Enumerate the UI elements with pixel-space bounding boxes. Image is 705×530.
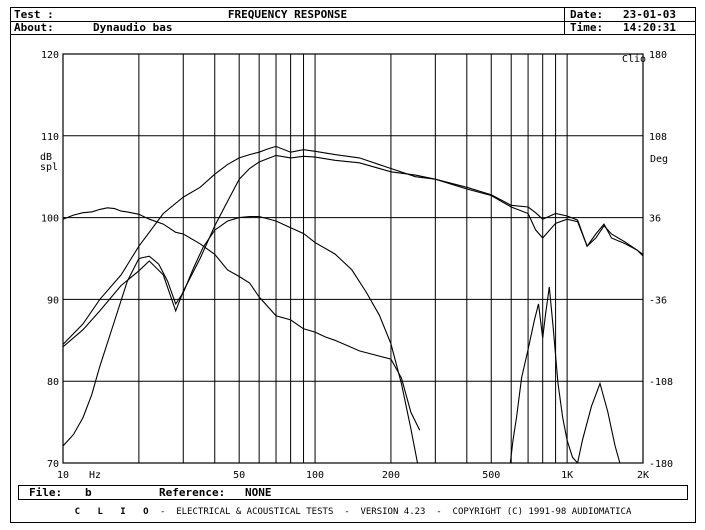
x-tick-label: 10 — [57, 470, 69, 481]
footer: C L I O - ELECTRICAL & ACOUSTICAL TESTS … — [10, 506, 696, 518]
y-tick-label: 120 — [41, 50, 59, 61]
footer-brand: C L I O — [74, 507, 155, 517]
y2-tick-label: 108 — [649, 132, 667, 143]
y-tick-label: 100 — [41, 214, 59, 225]
file-value: b — [85, 486, 92, 499]
series-line-3 — [63, 207, 421, 431]
y2-tick-label: -36 — [649, 295, 667, 306]
x-tick-label: 200 — [382, 470, 400, 481]
header-panel: Test : FREQUENCY RESPONSE Date: 23-01-03… — [10, 7, 696, 35]
header-row-2: About: Dynaudio bas Time: 14:20:31 — [11, 21, 695, 34]
time-label: Time: — [570, 21, 604, 34]
about-label: About: — [14, 21, 54, 34]
time-value: 14:20:31 — [623, 21, 676, 34]
x-tick-label: 100 — [306, 470, 324, 481]
y-axis-label-line1: dB — [40, 152, 52, 163]
y-tick-label: 70 — [47, 459, 59, 470]
date-label: Date: — [570, 8, 604, 21]
y-tick-label: 110 — [41, 132, 59, 143]
test-label: Test : — [14, 8, 54, 21]
series-line-2 — [63, 154, 643, 348]
file-reference-box: File: b Reference: NONE — [18, 485, 688, 500]
chart-grid — [63, 53, 643, 464]
x-axis-label: Hz — [89, 470, 101, 481]
x-tick-label: 500 — [482, 470, 500, 481]
file-label: File: — [29, 486, 63, 499]
y-axis-label-line2: spl — [40, 162, 58, 173]
y2-tick-label: -180 — [649, 459, 673, 470]
y2-tick-label: 180 — [649, 50, 667, 61]
y2-tick-label: -108 — [649, 377, 673, 388]
about-value: Dynaudio bas — [93, 21, 173, 34]
header-divider — [564, 8, 565, 34]
series-line-4 — [63, 215, 419, 463]
y-tick-label: 90 — [47, 295, 59, 306]
reference-label: Reference: — [159, 486, 226, 499]
page-title: FREQUENCY RESPONSE — [227, 8, 348, 21]
x-tick-label: 50 — [233, 470, 245, 481]
reference-value: NONE — [245, 486, 272, 499]
outer-frame — [10, 7, 696, 523]
y2-axis-label: Deg — [650, 154, 668, 165]
x-tick-label: 1K — [561, 470, 573, 481]
series-line-5 — [509, 286, 621, 463]
x-tick-label: 2K — [637, 470, 649, 481]
chart-corner-label: Clio — [622, 54, 646, 65]
date-value: 23-01-03 — [623, 8, 676, 21]
footer-text: - ELECTRICAL & ACOUSTICAL TESTS - VERSIO… — [154, 507, 632, 517]
y-tick-label: 80 — [47, 377, 59, 388]
plot-border — [62, 53, 644, 464]
chart-series — [63, 145, 643, 463]
header-row-1: Test : FREQUENCY RESPONSE Date: 23-01-03 — [11, 8, 695, 22]
y2-tick-label: 36 — [649, 214, 661, 225]
chart-axes: 70 80 90 100 110 120 -180 -108 -36 36 108 180 10 50 10… — [41, 50, 673, 481]
